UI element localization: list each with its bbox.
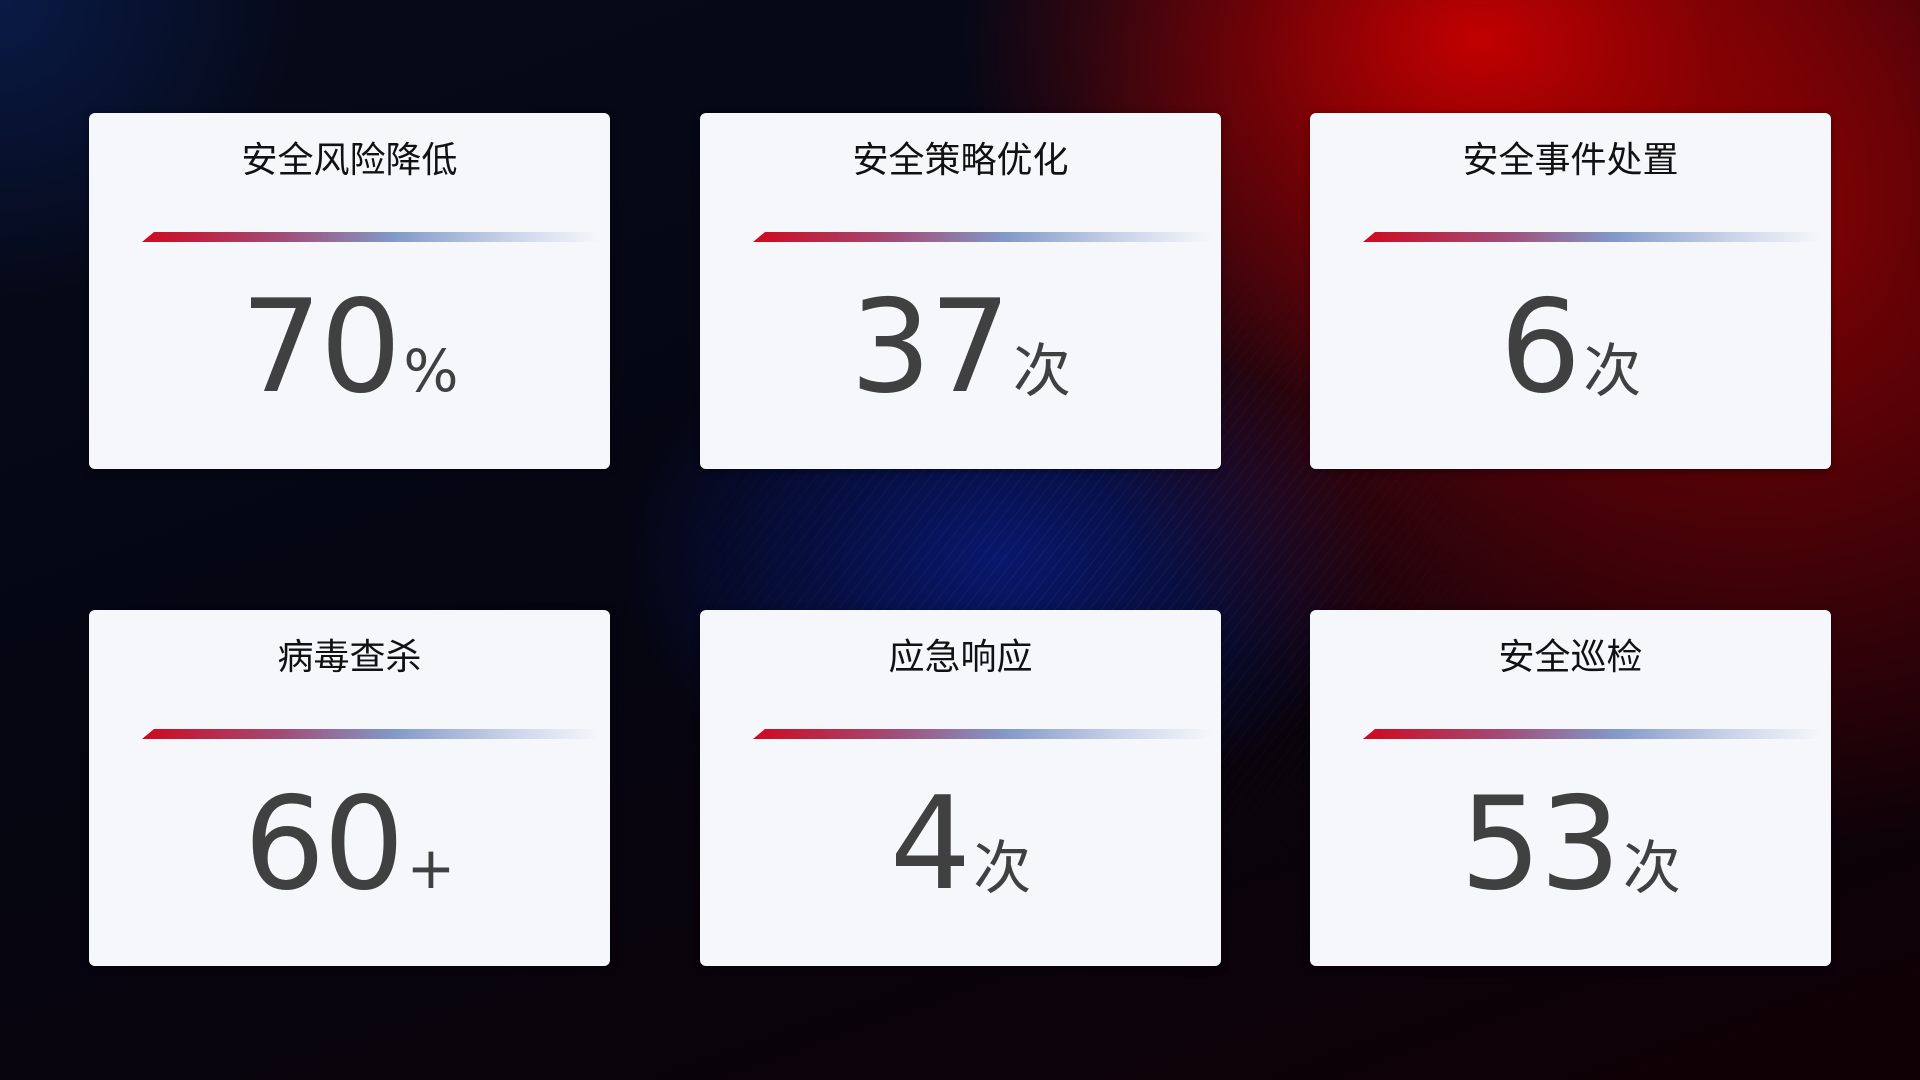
stat-card-title: 病毒查杀 (277, 637, 422, 678)
stat-unit: 次 (1583, 337, 1642, 405)
stat-card: 安全风险降低 70% (89, 113, 610, 469)
stat-number: 6 (1499, 273, 1581, 422)
stat-card: 安全策略优化 37次 (700, 113, 1221, 469)
stat-card-title: 安全巡检 (1498, 637, 1643, 678)
stat-unit: 次 (1012, 337, 1071, 405)
stat-unit: + (406, 834, 456, 902)
stat-value: 70% (89, 273, 610, 422)
gradient-divider (753, 232, 1211, 242)
stat-card: 病毒查杀 60+ (89, 610, 610, 966)
stat-card-title: 安全事件处置 (1462, 140, 1679, 181)
stat-value: 60+ (89, 770, 610, 919)
stat-unit: 次 (1622, 834, 1681, 902)
gradient-divider (142, 729, 600, 739)
stat-value: 4次 (700, 770, 1221, 919)
stat-unit: 次 (973, 834, 1032, 902)
stat-number: 53 (1460, 770, 1621, 919)
gradient-divider (1363, 729, 1821, 739)
stat-card: 安全巡检 53次 (1310, 610, 1831, 966)
stat-card: 应急响应 4次 (700, 610, 1221, 966)
stat-unit: % (403, 337, 459, 405)
stat-number: 37 (850, 273, 1011, 422)
stat-number: 70 (240, 273, 402, 422)
gradient-divider (142, 232, 600, 242)
stat-card-title: 安全策略优化 (852, 140, 1069, 181)
stat-value: 53次 (1310, 770, 1831, 919)
stat-value: 37次 (700, 273, 1221, 422)
stat-number: 4 (889, 770, 971, 919)
stat-value: 6次 (1310, 273, 1831, 422)
stat-card-title: 应急响应 (888, 637, 1033, 678)
stat-card-title: 安全风险降低 (241, 140, 458, 181)
stat-number: 60 (243, 770, 405, 919)
stat-card: 安全事件处置 6次 (1310, 113, 1831, 469)
gradient-divider (753, 729, 1211, 739)
gradient-divider (1363, 232, 1821, 242)
